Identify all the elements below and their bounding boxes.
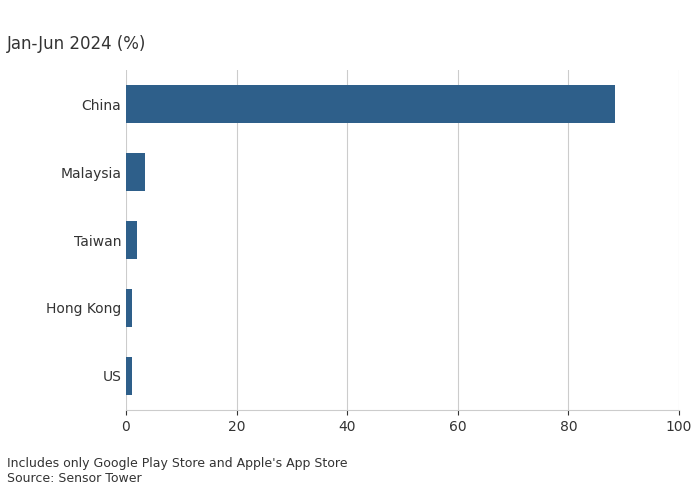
Bar [126, 86, 615, 123]
Bar [126, 290, 132, 327]
Bar [126, 357, 132, 395]
Bar [126, 222, 137, 258]
Bar [126, 154, 146, 190]
Text: Includes only Google Play Store and Apple's App Store
Source: Sensor Tower: Includes only Google Play Store and Appl… [7, 457, 347, 485]
Text: Jan-Jun 2024 (%): Jan-Jun 2024 (%) [7, 35, 146, 53]
